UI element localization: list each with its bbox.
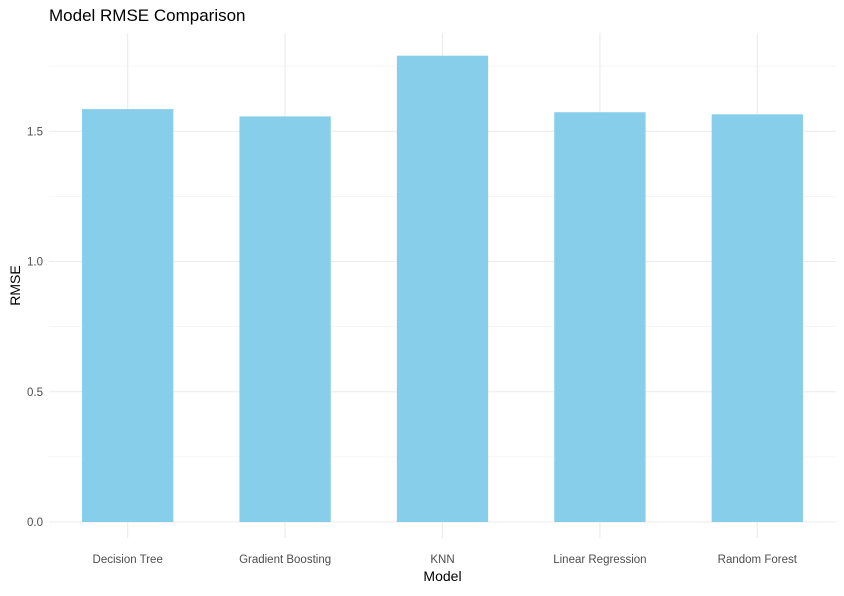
y-tick-label: 0.5 xyxy=(27,387,43,399)
x-axis-title: Model xyxy=(423,568,461,584)
y-tick-label: 1.0 xyxy=(27,257,43,269)
y-tick-label: 0.0 xyxy=(27,517,43,529)
bar-knn xyxy=(396,55,489,523)
x-tick-label: Decision Tree xyxy=(93,554,163,566)
x-tick-label: Gradient Boosting xyxy=(239,554,331,566)
y-tick-label: 1.5 xyxy=(27,126,43,138)
chart-title: Model RMSE Comparison xyxy=(49,6,246,25)
x-tick-label: KNN xyxy=(430,554,454,566)
bar-random-forest xyxy=(711,114,803,522)
bar-decision-tree xyxy=(82,109,174,523)
bar-gradient-boosting xyxy=(239,116,331,523)
y-axis-title: RMSE xyxy=(7,265,23,305)
x-tick-label: Random Forest xyxy=(718,554,798,566)
bar-linear-regression xyxy=(554,112,646,523)
x-tick-label: Linear Regression xyxy=(553,554,646,566)
